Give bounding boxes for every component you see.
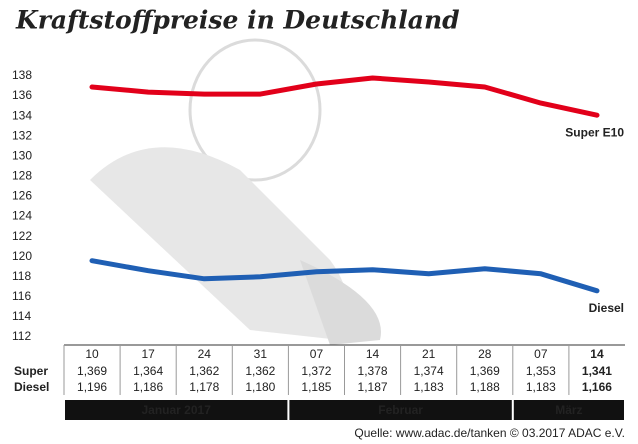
month-bar [289,400,512,420]
value-label: 1,166 [582,380,612,394]
x-tick-label: 07 [534,347,548,361]
chart-title: Kraftstoffpreise in Deutschland [15,6,460,35]
y-tick-label: 126 [12,189,32,203]
y-tick-label: 138 [12,68,32,82]
y-tick-label: 124 [12,209,32,223]
value-label: 1,187 [358,380,388,394]
month-label: März [555,403,582,417]
month-bar [513,400,624,420]
series-line [89,75,600,118]
month-bar [65,400,288,420]
y-tick-label: 116 [12,289,31,303]
y-tick-label: 128 [12,169,32,183]
value-label: 1,364 [133,364,163,378]
value-label: 1,378 [358,364,388,378]
y-tick-label: 130 [12,148,32,162]
series-line [89,258,600,294]
row-label: Diesel [14,380,49,394]
month-label: Februar [378,403,423,417]
row-label: Super [14,364,48,378]
y-tick-label: 134 [12,108,32,122]
value-label: 1,188 [470,380,500,394]
source: Quelle: www.adac.de/tanken © 03.2017 ADA… [354,426,625,440]
value-label: 1,372 [301,364,331,378]
y-tick-label: 112 [12,329,31,343]
legend-label: Super E10 [565,125,624,139]
value-label: 1,369 [77,364,107,378]
value-label: 1,196 [77,380,107,394]
x-tick-label: 28 [478,347,492,361]
value-label: 1,362 [189,364,219,378]
value-label: 1,374 [414,364,444,378]
y-tick-label: 120 [12,249,32,263]
value-label: 1,353 [526,364,556,378]
x-tick-label: 14 [366,347,380,361]
x-tick-label: 24 [198,347,212,361]
legend-label: Diesel [589,301,624,315]
value-label: 1,369 [470,364,500,378]
x-tick-label: 17 [141,347,155,361]
x-tick-label: 14 [590,347,604,361]
y-tick-label: 122 [12,229,32,243]
x-tick-label: 31 [254,347,268,361]
value-label: 1,178 [189,380,219,394]
value-label: 1,183 [526,380,556,394]
value-label: 1,341 [582,364,612,378]
value-label: 1,180 [245,380,275,394]
value-label: 1,185 [301,380,331,394]
decoration [90,38,381,345]
y-tick-label: 118 [12,269,31,283]
y-tick-label: 114 [12,309,31,323]
value-label: 1,183 [414,380,444,394]
month-label: Januar 2017 [142,403,212,417]
y-tick-label: 136 [12,88,32,102]
x-tick-label: 10 [85,347,99,361]
y-tick-label: 132 [12,128,32,142]
value-label: 1,186 [133,380,163,394]
x-tick-label: 21 [422,347,436,361]
value-label: 1,362 [245,364,275,378]
x-tick-label: 07 [310,347,324,361]
